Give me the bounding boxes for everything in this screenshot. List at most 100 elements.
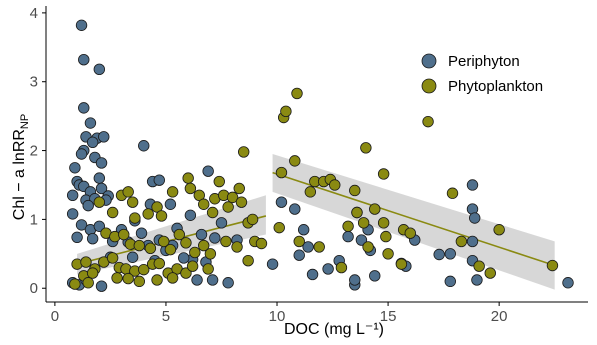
point-periphyton: [178, 252, 190, 264]
x-axis-title: DOC (mg L⁻¹): [284, 321, 384, 338]
point-phytoplankton: [280, 105, 292, 118]
x-tick-label: 10: [269, 308, 286, 325]
point-phytoplankton: [69, 278, 81, 290]
y-tick-label: 0: [30, 280, 38, 297]
confidence-band-1: [272, 154, 555, 290]
y-axis-title-main: Chl − a lnRR: [11, 129, 28, 220]
point-periphyton: [86, 232, 99, 245]
point-phytoplankton: [273, 221, 285, 234]
point-phytoplankton: [455, 235, 468, 248]
point-phytoplankton: [377, 168, 390, 180]
point-periphyton: [82, 199, 94, 212]
point-periphyton: [126, 251, 139, 263]
point-phytoplankton: [164, 243, 177, 256]
confidence-bands: [77, 154, 555, 290]
point-phytoplankton: [151, 274, 163, 286]
point-phytoplankton: [153, 257, 165, 270]
point-phytoplankton: [220, 235, 232, 248]
point-periphyton: [86, 136, 99, 148]
point-periphyton: [95, 157, 108, 169]
point-periphyton: [93, 172, 106, 184]
point-periphyton: [153, 174, 165, 186]
point-periphyton: [95, 280, 108, 292]
point-periphyton: [202, 165, 214, 177]
point-phytoplankton: [173, 228, 185, 241]
point-phytoplankton: [395, 258, 408, 270]
point-periphyton: [78, 102, 90, 114]
point-phytoplankton: [226, 191, 239, 204]
point-phytoplankton: [206, 206, 219, 219]
point-phytoplankton: [180, 267, 192, 279]
point-periphyton: [322, 263, 334, 275]
x-tick-label: 5: [162, 308, 170, 325]
point-phytoplankton: [182, 172, 194, 184]
point-phytoplankton: [369, 203, 381, 215]
point-phytoplankton: [213, 175, 225, 188]
point-phytoplankton: [151, 201, 163, 213]
point-phytoplankton: [304, 186, 317, 198]
point-phytoplankton: [237, 146, 250, 158]
point-phytoplankton: [111, 272, 123, 284]
point-phytoplankton: [133, 239, 145, 252]
point-periphyton: [66, 189, 79, 202]
point-phytoplankton: [202, 263, 214, 275]
point-phytoplankton: [126, 196, 139, 208]
point-periphyton: [275, 196, 288, 208]
point-phytoplankton: [351, 206, 363, 219]
point-phytoplankton: [193, 189, 205, 202]
point-phytoplankton: [166, 186, 179, 198]
point-periphyton: [184, 209, 197, 221]
point-phytoplankton: [313, 241, 325, 253]
point-phytoplankton: [155, 210, 168, 222]
legend-label-phytoplankton: Phytoplankton: [448, 78, 543, 95]
point-phytoplankton: [82, 277, 94, 289]
point-phytoplankton: [198, 198, 210, 210]
point-periphyton: [93, 63, 106, 76]
point-periphyton: [66, 208, 79, 220]
point-periphyton: [444, 275, 456, 288]
point-phytoplankton: [133, 275, 145, 288]
point-phytoplankton: [184, 182, 197, 195]
point-phytoplankton: [446, 187, 459, 199]
point-phytoplankton: [106, 252, 119, 264]
point-periphyton: [266, 258, 279, 270]
point-phytoplankton: [382, 248, 394, 260]
point-phytoplankton: [144, 242, 157, 255]
point-phytoplankton: [166, 272, 179, 284]
point-periphyton: [195, 228, 208, 241]
point-periphyton: [342, 230, 354, 243]
x-tick-label: 0: [51, 308, 59, 325]
y-axis-title-subscript: NP: [19, 114, 31, 129]
point-phytoplankton: [377, 217, 390, 229]
point-periphyton: [98, 131, 110, 143]
point-periphyton: [84, 117, 97, 129]
y-axis-title: Chl − a lnRRNP: [11, 114, 31, 220]
point-phytoplankton: [158, 235, 170, 248]
point-periphyton: [289, 203, 301, 215]
point-phytoplankton: [106, 206, 119, 219]
point-phytoplankton: [255, 237, 268, 250]
confidence-band-0: [77, 195, 266, 275]
point-phytoplankton: [198, 239, 210, 252]
point-periphyton: [293, 249, 305, 261]
point-phytoplankton: [246, 213, 259, 226]
point-periphyton: [562, 277, 574, 289]
point-phytoplankton: [357, 217, 370, 229]
point-periphyton: [222, 277, 234, 289]
legend-label-periphyton: Periphyton: [448, 53, 520, 70]
point-periphyton: [466, 235, 479, 248]
trend-line-1: [272, 171, 555, 267]
point-periphyton: [138, 140, 150, 152]
point-phytoplankton: [242, 254, 254, 267]
point-phytoplankton: [404, 227, 416, 239]
point-phytoplankton: [222, 201, 234, 213]
y-tick-label: 1: [30, 211, 38, 228]
point-periphyton: [209, 232, 221, 244]
point-periphyton: [93, 220, 106, 232]
point-phytoplankton: [329, 179, 341, 191]
point-phytoplankton: [204, 248, 217, 260]
point-phytoplankton: [231, 241, 243, 253]
point-periphyton: [297, 224, 310, 236]
point-phytoplankton: [142, 208, 154, 220]
